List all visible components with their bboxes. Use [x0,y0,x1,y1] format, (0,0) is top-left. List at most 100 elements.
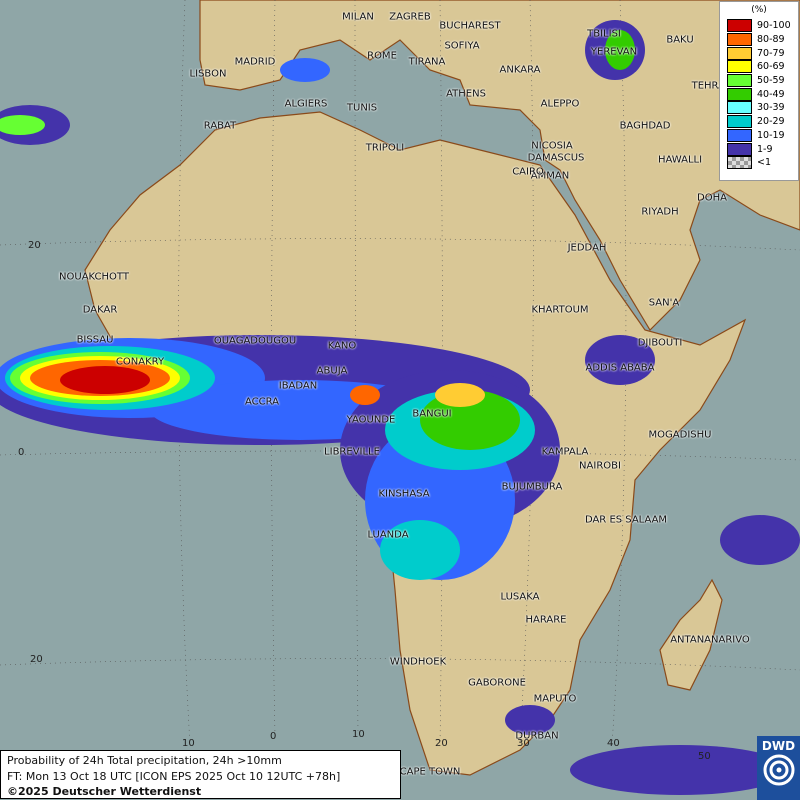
city-label: ANKARA [499,64,541,76]
legend-label: 60-69 [757,61,785,73]
legend-label: 1-9 [757,143,773,155]
legend-item: 50-59 [727,74,798,88]
city-label: ACCRA [244,396,280,408]
city-label: KANO [327,340,357,352]
city-label: MOGADISHU [648,429,712,441]
legend-item: 40-49 [727,87,798,101]
city-label: MAPUTO [533,693,577,705]
legend-label: <1 [757,157,772,169]
city-label: BAGHDAD [619,120,671,132]
legend-item: 80-89 [727,33,798,47]
legend-swatch [727,142,752,156]
legend-label: 10-19 [757,129,785,141]
grid-label: 40 [607,738,620,749]
dwd-swirl-icon [763,754,794,786]
legend-swatch [727,46,752,60]
city-label: TEHRAN [691,80,733,92]
city-label: CAIRO [512,166,544,178]
legend-label: 80-89 [757,34,785,46]
city-label: MADRID [234,56,276,68]
dwd-logo: DWD [757,736,800,800]
legend-label: 20-29 [757,116,785,128]
city-label: ALGIERS [284,98,328,110]
city-label: NOUAKCHOTT [59,271,129,283]
city-label: YAOUNDE [346,414,396,426]
legend-item: 20-29 [727,115,798,129]
city-label: DOHA [697,192,727,204]
city-label: LUSAKA [500,591,540,603]
city-label: LISBON [189,68,227,80]
legend-item: 60-69 [727,60,798,74]
legend-item: <1 [727,156,798,170]
city-label: SOFIYA [444,40,480,52]
city-label: LUANDA [367,529,409,541]
city-label: TUNIS [346,102,378,114]
city-label: BUJUMBURA [501,481,563,493]
grid-label: 20 [30,654,43,665]
city-label: MILAN [342,11,374,23]
city-label: HARARE [525,614,567,626]
legend-swatch [727,60,752,74]
legend-swatch [727,156,752,170]
city-label: ANTANANARIVO [670,634,750,646]
city-label: NICOSIA [531,140,573,152]
city-label: DJIBOUTI [637,337,683,349]
city-label: HAWALLI [657,154,703,166]
legend-item: 10-19 [727,128,798,143]
legend-swatch [727,128,752,142]
legend-label: 30-39 [757,102,785,114]
city-label: KHARTOUM [531,304,589,316]
city-label: AMMAN [530,170,570,182]
city-label: JEDDAH [567,242,607,254]
grid-label: 30 [517,738,530,749]
legend-swatch [727,87,752,101]
city-label: RIYADH [641,206,679,218]
grid-label: 20 [28,240,41,251]
city-label: KINSHASA [378,488,430,500]
legend-label: 70-79 [757,47,785,59]
city-label: RABAT [203,120,237,132]
city-label: YEREVAN [590,46,638,58]
city-label: BUCHAREST [439,20,501,32]
city-label: BISSAU [76,334,114,346]
city-label: KAMPALA [541,446,589,458]
city-label: IBADAN [278,380,318,392]
city-label: GABORONE [468,677,526,689]
map-caption: Probability of 24h Total precipitation, … [0,750,401,799]
legend-unit: (%) [751,5,767,15]
city-label: TBILISI [587,28,621,40]
grid-label: 50 [698,751,711,762]
city-label: ATHENS [446,88,486,100]
city-label: ALEPPO [540,98,580,110]
legend-item: 70-79 [727,46,798,60]
city-label: CAPE TOWN [399,766,461,778]
grid-label: 20 [435,738,448,749]
city-label: SAN'A [648,297,680,309]
caption-copyright: ©2025 Deutscher Wetterdienst [7,785,202,798]
legend-label: 90-100 [757,20,791,32]
city-label: BAKU [666,34,694,46]
city-label: DAKAR [82,304,118,316]
legend-item: 90-100 [727,19,798,33]
caption-forecast-time: FT: Mon 13 Oct 18 UTC [ICON EPS 2025 Oct… [7,769,341,783]
city-label: ABUJA [316,365,348,377]
legend-swatch [727,115,752,129]
grid-label: 10 [352,729,365,740]
city-label: ROME [367,50,397,62]
legend-label: 40-49 [757,88,785,100]
precipitation-field [0,20,800,795]
city-label: NAIROBI [579,460,621,472]
land-madagascar [659,578,723,691]
city-label: BANGUI [412,408,452,420]
legend-swatch [727,33,752,47]
legend-label: 50-59 [757,75,785,87]
legend-item: 1-9 [727,142,798,156]
legend-swatch [727,74,752,88]
grid-label: 0 [18,447,25,458]
city-label: ZAGREB [389,11,431,23]
city-label: DURBAN [515,730,559,742]
city-label: OUAGADOUGOU [213,335,297,347]
city-label: DAR ES SALAAM [584,514,668,526]
grid-label: 10 [182,738,195,749]
